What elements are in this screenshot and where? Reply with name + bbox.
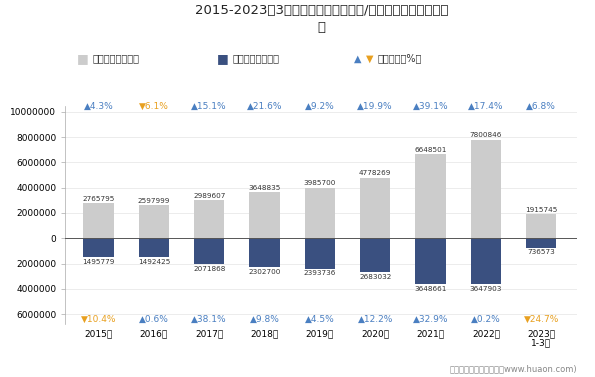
Text: 1495779: 1495779 (83, 259, 115, 265)
Text: ▼6.1%: ▼6.1% (139, 102, 169, 111)
Text: ▲15.1%: ▲15.1% (192, 102, 227, 111)
Bar (83, 203, 114, 238)
Text: 2989607: 2989607 (193, 193, 226, 199)
Text: ▲39.1%: ▲39.1% (413, 102, 449, 111)
Text: ▲4.3%: ▲4.3% (84, 102, 114, 111)
Text: ▲9.2%: ▲9.2% (305, 102, 335, 111)
Bar (360, 238, 390, 272)
Text: 1492425: 1492425 (138, 259, 170, 265)
Text: ▲4.5%: ▲4.5% (305, 315, 335, 324)
Bar (360, 178, 390, 238)
Text: ▲: ▲ (354, 54, 362, 63)
Text: 3985700: 3985700 (303, 180, 336, 186)
Bar (526, 238, 556, 248)
Bar (415, 238, 446, 284)
Text: ▲17.4%: ▲17.4% (468, 102, 503, 111)
Text: ▲9.8%: ▲9.8% (250, 315, 280, 324)
Text: 制图：华经产业研究院（www.huaon.com): 制图：华经产业研究院（www.huaon.com) (450, 364, 577, 373)
Bar (139, 205, 169, 238)
Text: ▲12.2%: ▲12.2% (358, 315, 393, 324)
Text: 6648501: 6648501 (414, 147, 447, 153)
Text: ■: ■ (217, 52, 229, 65)
Text: 出口额（万美元）: 出口额（万美元） (92, 54, 139, 63)
Text: 4778269: 4778269 (359, 170, 392, 176)
Text: ▼24.7%: ▼24.7% (524, 315, 559, 324)
Text: 同比增长（%）: 同比增长（%） (378, 54, 422, 63)
Bar (415, 154, 446, 238)
Text: 7800846: 7800846 (469, 132, 502, 138)
Text: ▲0.6%: ▲0.6% (139, 315, 169, 324)
Bar (305, 188, 335, 238)
Text: 3648835: 3648835 (248, 185, 281, 191)
Text: 2597999: 2597999 (138, 198, 170, 204)
Text: ▲32.9%: ▲32.9% (413, 315, 448, 324)
Text: 3647903: 3647903 (469, 286, 502, 292)
Bar (194, 201, 224, 238)
Bar (305, 238, 335, 268)
Bar (83, 238, 114, 257)
Text: 2393736: 2393736 (303, 270, 336, 276)
Bar (471, 238, 501, 284)
Text: 进口额（万美元）: 进口额（万美元） (232, 54, 279, 63)
Text: 2015-2023年3月安徽省（境内目的地/货源地）进、出口额统: 2015-2023年3月安徽省（境内目的地/货源地）进、出口额统 (195, 4, 448, 17)
Text: ▼: ▼ (366, 54, 374, 63)
Bar (139, 238, 169, 257)
Bar (194, 238, 224, 264)
Text: ▼10.4%: ▼10.4% (81, 315, 117, 324)
Text: 736573: 736573 (527, 249, 555, 255)
Text: ▲19.9%: ▲19.9% (358, 102, 393, 111)
Text: ▲0.2%: ▲0.2% (471, 315, 501, 324)
Bar (471, 139, 501, 238)
Text: 2071868: 2071868 (193, 266, 226, 272)
Text: ■: ■ (77, 52, 89, 65)
Text: 3648661: 3648661 (414, 286, 447, 292)
Text: ▲38.1%: ▲38.1% (192, 315, 227, 324)
Text: 计: 计 (317, 21, 325, 34)
Text: 2302700: 2302700 (248, 269, 281, 275)
Bar (249, 238, 280, 267)
Bar (526, 214, 556, 238)
Text: 2683032: 2683032 (359, 274, 392, 280)
Text: 2765795: 2765795 (83, 196, 115, 202)
Text: ▲21.6%: ▲21.6% (247, 102, 283, 111)
Text: ▲6.8%: ▲6.8% (526, 102, 556, 111)
Text: 1915745: 1915745 (525, 207, 558, 213)
Bar (249, 192, 280, 238)
